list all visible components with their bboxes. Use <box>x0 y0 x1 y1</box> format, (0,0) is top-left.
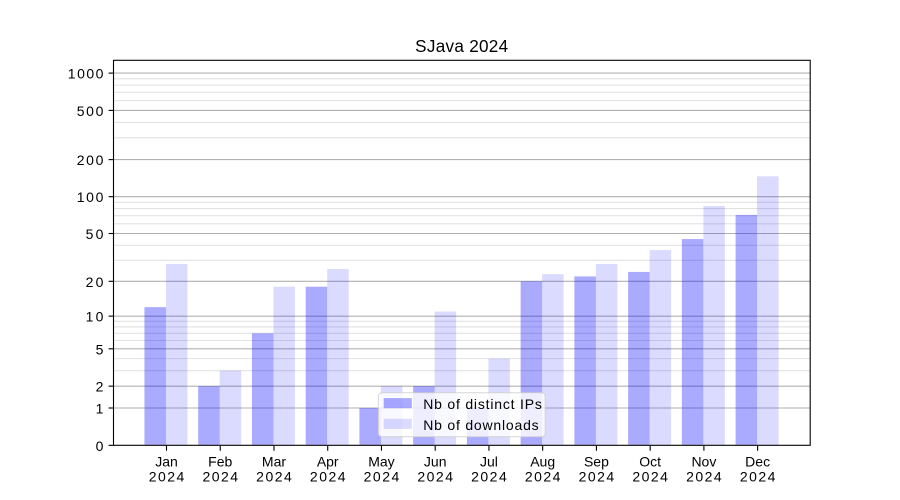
svg-text:0: 0 <box>96 438 104 454</box>
svg-text:2: 2 <box>96 379 104 395</box>
svg-text:2024: 2024 <box>202 468 238 484</box>
svg-text:2024: 2024 <box>310 468 346 484</box>
svg-text:Dec: Dec <box>745 453 770 469</box>
svg-text:2024: 2024 <box>471 468 507 484</box>
svg-text:Nb of distinct IPs: Nb of distinct IPs <box>423 396 542 412</box>
svg-text:Nb of downloads: Nb of downloads <box>423 417 539 433</box>
svg-text:1: 1 <box>96 401 104 417</box>
svg-text:5: 5 <box>96 341 104 357</box>
svg-text:100: 100 <box>77 189 104 205</box>
svg-text:200: 200 <box>77 152 104 168</box>
svg-text:2024: 2024 <box>149 468 185 484</box>
svg-text:Jul: Jul <box>480 453 498 469</box>
svg-text:Apr: Apr <box>317 453 339 469</box>
svg-text:Oct: Oct <box>639 453 661 469</box>
svg-text:2024: 2024 <box>525 468 561 484</box>
svg-text:May: May <box>368 453 394 469</box>
svg-text:Aug: Aug <box>530 453 555 469</box>
svg-text:2024: 2024 <box>579 468 615 484</box>
svg-text:2024: 2024 <box>364 468 400 484</box>
svg-text:Nov: Nov <box>691 453 716 469</box>
svg-text:1000: 1000 <box>68 66 104 82</box>
svg-text:2024: 2024 <box>417 468 453 484</box>
svg-text:Jan: Jan <box>155 453 178 469</box>
svg-text:500: 500 <box>77 103 104 119</box>
svg-text:Jun: Jun <box>424 453 447 469</box>
svg-text:2024: 2024 <box>632 468 668 484</box>
svg-text:Sep: Sep <box>584 453 609 469</box>
svg-text:2024: 2024 <box>740 468 776 484</box>
svg-text:Feb: Feb <box>208 453 232 469</box>
svg-text:SJava 2024: SJava 2024 <box>415 37 508 56</box>
svg-text:2024: 2024 <box>686 468 722 484</box>
svg-text:Mar: Mar <box>262 453 286 469</box>
svg-text:2024: 2024 <box>256 468 292 484</box>
